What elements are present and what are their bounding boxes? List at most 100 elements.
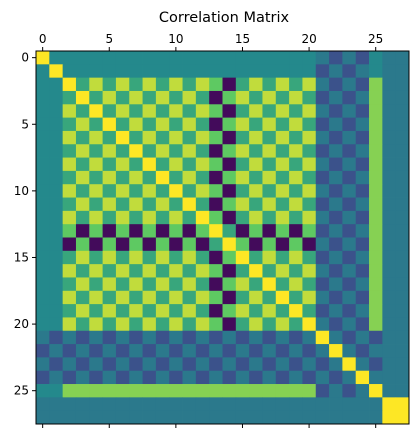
heatmap-cell [209,304,223,318]
heatmap-cell [235,317,250,332]
heatmap-cell [182,144,197,158]
heatmap-cell [49,397,64,412]
heatmap-cell [102,197,117,212]
heatmap-cell [49,370,64,385]
heatmap-cell [222,170,237,185]
heatmap-cell [355,264,370,278]
heatmap-cell [342,184,357,198]
heatmap-cell [62,144,77,158]
heatmap-cell [329,317,343,332]
heatmap-cell [275,157,290,172]
heatmap-cell [195,117,210,132]
heatmap-cell [75,64,90,79]
heatmap-cell [182,224,197,238]
heatmap-cell [382,397,397,412]
heatmap-cell [142,264,157,278]
heatmap-cell [355,384,370,398]
heatmap-cell [115,90,130,105]
heatmap-cell [49,224,64,238]
heatmap-cell [102,250,117,265]
heatmap-cell [329,370,343,385]
heatmap-cell [142,344,157,358]
heatmap-cell [342,370,357,385]
heatmap-cell [62,344,77,358]
heatmap-cell [62,117,77,132]
heatmap-cell [129,330,143,345]
heatmap-cell [182,237,197,252]
heatmap-cell [289,410,303,425]
heatmap-cell [182,330,197,345]
heatmap-cell [169,90,183,105]
heatmap-cell [195,184,210,198]
y-tick-label: 15 [14,250,29,264]
heatmap-cell [49,344,64,358]
heatmap-cell [62,64,77,79]
heatmap-cell [329,384,343,398]
y-tick-label: 25 [14,384,29,398]
heatmap-cell [262,304,277,318]
heatmap-cell [369,157,383,172]
heatmap-cell [102,90,117,105]
heatmap-cell [382,290,397,305]
heatmap-cell [129,64,143,79]
heatmap-cell [275,210,290,225]
heatmap-cell [315,64,330,79]
heatmap-cell [155,117,170,132]
heatmap-cell [142,184,157,198]
heatmap-cell [315,264,330,278]
heatmap-cell [302,410,317,425]
heatmap-cell [182,210,197,225]
heatmap-cell [289,384,303,398]
heatmap-cell [222,304,237,318]
heatmap-cell [342,197,357,212]
heatmap-cell [62,384,77,398]
heatmap-cell [209,51,223,65]
heatmap-cell [36,157,50,172]
heatmap-cell [289,77,303,92]
heatmap-cell [382,144,397,158]
heatmap-cell [89,317,104,332]
heatmap-cell [129,77,143,92]
heatmap-cell [195,317,210,332]
heatmap-cell [395,117,410,132]
heatmap-cell [155,210,170,225]
heatmap-cell [209,317,223,332]
heatmap-cell [275,410,290,425]
heatmap-cell [222,224,237,238]
heatmap-cell [382,117,397,132]
heatmap-cell [75,104,90,119]
heatmap-cell [129,317,143,332]
heatmap-cell [115,77,130,92]
heatmap-cell [302,90,317,105]
heatmap-cell [142,250,157,265]
heatmap-cell [129,304,143,318]
heatmap-cell [115,370,130,385]
heatmap-cell [342,397,357,412]
heatmap-cell [302,264,317,278]
heatmap-cell [342,250,357,265]
heatmap-cell [342,51,357,65]
heatmap-cell [355,184,370,198]
heatmap-cell [169,157,183,172]
heatmap-cell [142,370,157,385]
heatmap-cell [289,170,303,185]
heatmap-cell [155,330,170,345]
heatmap-cell [49,184,64,198]
heatmap-cell [222,290,237,305]
heatmap-cell [62,397,77,412]
heatmap-cell [249,51,263,65]
heatmap-cell [89,370,104,385]
heatmap-cell [262,344,277,358]
heatmap-cell [102,144,117,158]
heatmap-cell [315,357,330,372]
heatmap-cell [329,224,343,238]
heatmap-cell [355,397,370,412]
heatmap-cell [395,277,410,292]
heatmap-cell [89,144,104,158]
heatmap-cell [329,330,343,345]
heatmap-cell [395,130,410,145]
heatmap-cell [129,90,143,105]
heatmap-cell [195,224,210,238]
heatmap-cell [342,77,357,92]
heatmap-cell [129,237,143,252]
